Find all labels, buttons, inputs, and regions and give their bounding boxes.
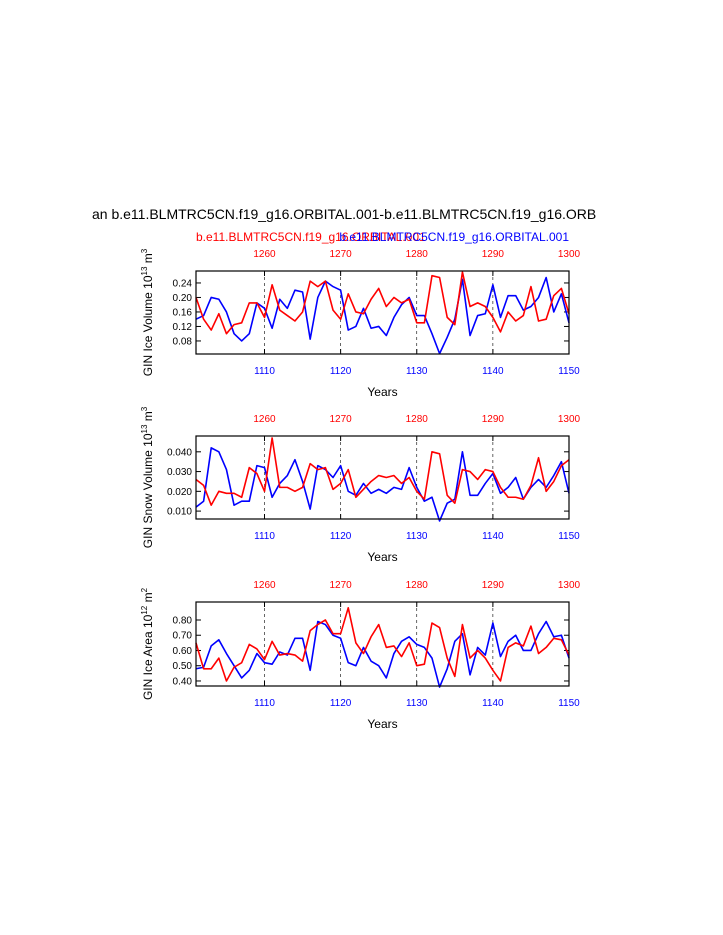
y-tick-label: 0.20 xyxy=(173,293,193,304)
x-tick-label: 1120 xyxy=(330,366,352,377)
y-axis-label: GIN Ice Area 1012 m2 xyxy=(140,587,155,700)
series-line xyxy=(195,271,570,335)
x-tick-label: 1130 xyxy=(406,531,428,542)
x-tick-label: 1150 xyxy=(558,531,580,542)
x2-tick-label: 1260 xyxy=(253,414,276,425)
x-tick-label: 1130 xyxy=(406,366,428,377)
plot-frame xyxy=(195,601,570,687)
x-tick-label: 1140 xyxy=(482,698,504,709)
y-tick-label: 0.60 xyxy=(173,646,193,657)
x-tick-label: 1130 xyxy=(406,698,428,709)
y-tick-label: 0.08 xyxy=(173,336,193,347)
plot-frame xyxy=(195,270,570,355)
x-tick-label: 1150 xyxy=(558,698,580,709)
y-tick-label: 0.16 xyxy=(173,307,193,318)
x2-tick-label: 1290 xyxy=(482,580,505,591)
x2-tick-label: 1270 xyxy=(330,249,353,260)
x-tick-label: 1120 xyxy=(330,531,352,542)
y-axis-label-part: 13 xyxy=(140,266,149,275)
x2-tick-label: 1280 xyxy=(406,249,429,260)
x2-tick-label: 1280 xyxy=(406,580,429,591)
x2-tick-label: 1260 xyxy=(253,580,276,591)
y-tick-label: 0.030 xyxy=(167,467,192,478)
y-tick-label: 0.80 xyxy=(173,615,193,626)
x-axis-label: Years xyxy=(367,550,397,564)
x2-tick-label: 1270 xyxy=(330,580,353,591)
x-tick-label: 1110 xyxy=(254,366,275,377)
series-line xyxy=(195,447,570,522)
y-axis-label: GIN Ice Volume 1013 m3 xyxy=(140,248,155,376)
x-axis-label: Years xyxy=(367,717,397,731)
y-tick-label: 0.40 xyxy=(173,676,193,687)
y-axis-label-part: GIN Snow Volume 10 xyxy=(141,433,155,548)
plot-frame xyxy=(195,435,570,520)
series-line xyxy=(195,620,570,688)
y-axis-label-part: 2 xyxy=(140,587,149,592)
y-axis-label-part: m xyxy=(141,592,155,605)
y-axis-label: GIN Snow Volume 1013 m3 xyxy=(140,406,155,548)
y-axis-label-part: GIN Ice Area 10 xyxy=(141,614,155,700)
y-axis-label-part: m xyxy=(141,253,155,266)
y-tick-label: 0.70 xyxy=(173,631,193,642)
y-axis-label-part: m xyxy=(141,411,155,424)
y-tick-label: 0.010 xyxy=(167,507,192,518)
y-tick-label: 0.50 xyxy=(173,661,193,672)
x2-tick-label: 1300 xyxy=(558,414,581,425)
x-tick-label: 1110 xyxy=(254,698,275,709)
x2-tick-label: 1270 xyxy=(330,414,353,425)
subtitle-right: b.e11.BLMTRC5CN.f19_g16.ORBITAL.001 xyxy=(339,230,569,244)
x2-tick-label: 1290 xyxy=(482,249,505,260)
x2-tick-label: 1300 xyxy=(558,249,581,260)
x-tick-label: 1140 xyxy=(482,366,504,377)
y-tick-label: 0.12 xyxy=(173,322,193,333)
y-axis-label-part: GIN Ice Volume 10 xyxy=(141,275,155,376)
x-tick-label: 1150 xyxy=(558,366,580,377)
x-tick-label: 1110 xyxy=(254,531,275,542)
x-tick-label: 1120 xyxy=(330,698,352,709)
subtitle-left: b.e11.BLMTRC5CN.f19_g16.ORBITAL.001 xyxy=(196,230,426,244)
x-axis-label: Years xyxy=(367,385,397,399)
y-axis-label-part: 3 xyxy=(140,248,149,253)
y-tick-label: 0.24 xyxy=(173,278,193,289)
x-tick-label: 1140 xyxy=(482,531,504,542)
series-line xyxy=(195,606,570,682)
x2-tick-label: 1300 xyxy=(558,580,581,591)
series-line xyxy=(195,437,570,506)
x2-tick-label: 1260 xyxy=(253,249,276,260)
y-axis-label-part: 12 xyxy=(140,605,149,614)
x2-tick-label: 1280 xyxy=(406,414,429,425)
y-axis-label-part: 3 xyxy=(140,406,149,411)
y-tick-label: 0.020 xyxy=(167,487,192,498)
chart-title: an b.e11.BLMTRC5CN.f19_g16.ORBITAL.001-b… xyxy=(92,206,596,222)
y-axis-label-part: 13 xyxy=(140,424,149,433)
x2-tick-label: 1290 xyxy=(482,414,505,425)
y-tick-label: 0.040 xyxy=(167,447,192,458)
